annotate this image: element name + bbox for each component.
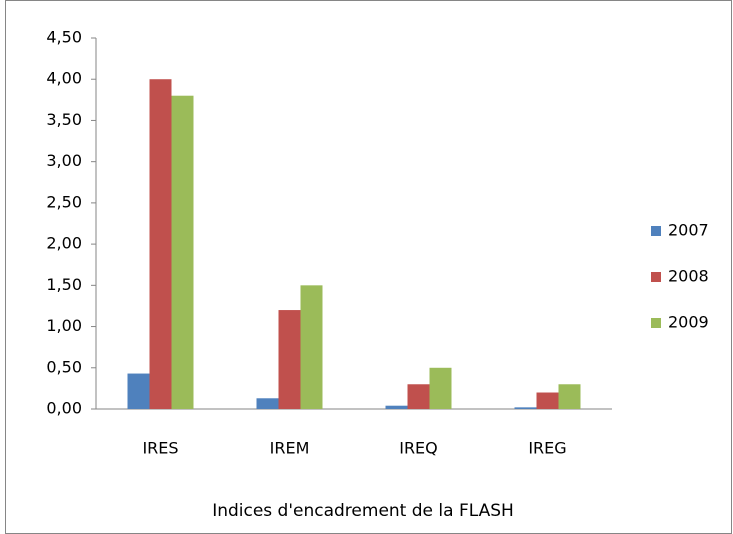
- chart-frame: [5, 0, 732, 534]
- bar: [149, 79, 172, 409]
- bar: [278, 310, 301, 409]
- x-tick-label: IRES: [142, 439, 178, 458]
- y-tick-label: 4,00: [46, 69, 82, 88]
- legend-label: 2008: [668, 267, 709, 286]
- bar: [256, 398, 279, 409]
- legend-swatch: [651, 318, 661, 328]
- bar: [558, 384, 581, 409]
- x-tick-label: IREM: [270, 439, 310, 458]
- legend-label: 2009: [668, 313, 709, 332]
- bar: [385, 405, 408, 409]
- y-tick-label: 0,00: [46, 399, 82, 418]
- y-tick-label: 3,50: [46, 110, 82, 129]
- bar: [407, 384, 430, 409]
- x-axis-title: Indices d'encadrement de la FLASH: [212, 501, 514, 521]
- y-tick-label: 3,00: [46, 151, 82, 170]
- bar: [429, 367, 452, 409]
- bar: [300, 285, 323, 409]
- bar: [514, 407, 537, 409]
- bar: [127, 373, 150, 409]
- x-tick-label: IREQ: [399, 439, 438, 458]
- y-tick-label: 1,50: [46, 275, 82, 294]
- y-tick-label: 4,50: [46, 28, 82, 47]
- x-tick-label: IREG: [528, 439, 566, 458]
- legend-label: 2007: [668, 221, 709, 240]
- y-tick-label: 0,50: [46, 357, 82, 376]
- bar: [536, 392, 559, 409]
- legend-swatch: [651, 272, 661, 282]
- bar: [171, 95, 194, 409]
- y-tick-label: 2,50: [46, 192, 82, 211]
- legend-swatch: [651, 226, 661, 236]
- y-tick-label: 1,00: [46, 316, 82, 335]
- y-tick-label: 2,00: [46, 234, 82, 253]
